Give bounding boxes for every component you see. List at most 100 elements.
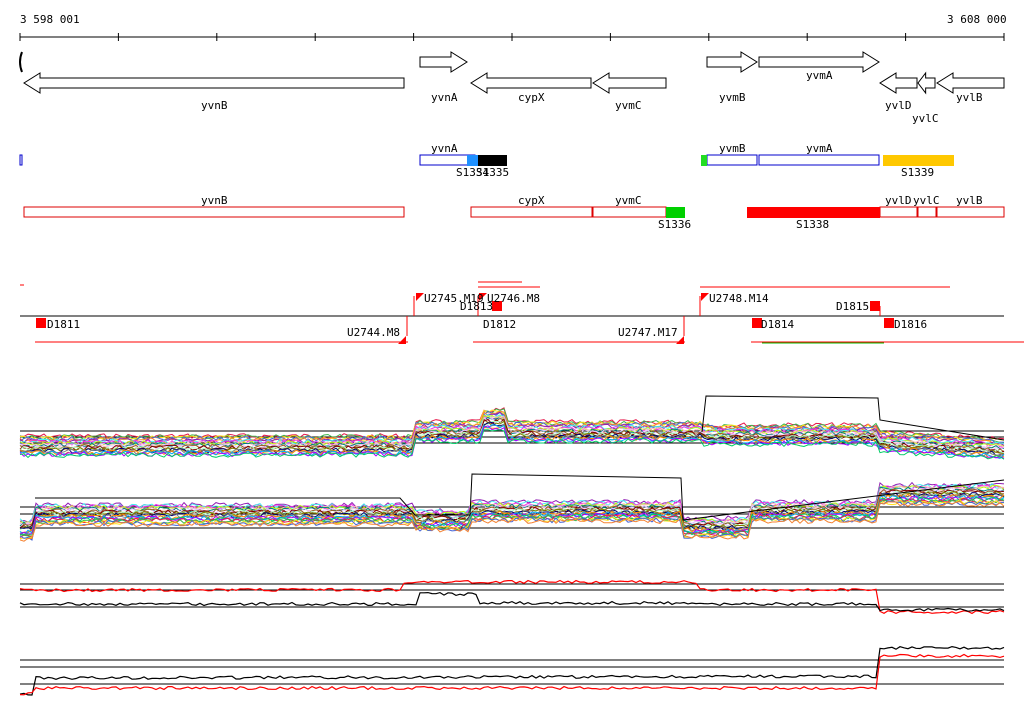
gene-arrow-yvmB: [706, 51, 758, 73]
fwd-block-partial: [19, 154, 23, 166]
profile-outlier-line: [35, 473, 1005, 521]
rev-block-yvlC: [917, 206, 937, 218]
feature-label-U2748[interactable]: U2748.M14: [709, 292, 769, 305]
fwd-block-yvnA: [419, 154, 476, 166]
gene-arrow-yvlB: [936, 72, 1005, 94]
gene-label-yvnA[interactable]: yvnA: [431, 91, 458, 104]
forward-transcript-track: [19, 154, 954, 166]
gene-label-yvnB[interactable]: yvnB: [201, 99, 228, 112]
rev-block-yvlB: [936, 206, 1005, 218]
profile-series-line: [19, 408, 1005, 444]
profile-red-line: [19, 653, 1005, 696]
feature-block: [752, 318, 762, 328]
feature-block: [492, 301, 502, 311]
profile-series-line: [19, 488, 1004, 529]
profile-series-line: [19, 413, 1005, 447]
rev-gene-label-yvmC: yvmC: [615, 194, 642, 207]
feature-label-U2744[interactable]: U2744.M8: [347, 326, 400, 339]
profile-series-line: [19, 421, 1005, 455]
feature-label-D1813[interactable]: D1813: [460, 300, 494, 313]
expression-profile-panel-4: [19, 645, 1005, 696]
feature-label-D1815[interactable]: D1815: [836, 300, 870, 313]
rev-block-yvmC: [592, 206, 667, 218]
gene-arrow-partial: [19, 51, 23, 73]
gene-label-yvlB[interactable]: yvlB: [956, 91, 983, 104]
gene-arrow-cypX: [470, 72, 592, 94]
segment-S1336: [666, 207, 685, 218]
ruler-start-label: 3 598 001: [20, 13, 80, 26]
segment-label-S1334: S1334: [456, 166, 490, 179]
segment-label-S1339: S1339: [901, 166, 935, 179]
gene-label-yvmA[interactable]: yvmA: [806, 69, 833, 82]
coordinate-ruler: [19, 33, 1005, 41]
profile-series-line: [19, 429, 1005, 460]
fwd-block-yvmA: [758, 154, 880, 166]
segment-label-S1336: S1336: [658, 218, 692, 231]
segment-S1335: [478, 155, 507, 166]
feature-label-D1811[interactable]: D1811: [47, 318, 81, 331]
fwd-gene-label-yvmA: yvmA: [806, 142, 833, 155]
fwd-gene-label-yvmB: yvmB: [719, 142, 746, 155]
profile-series-line: [19, 418, 1005, 453]
feature-block: [36, 318, 46, 328]
feature-label-U2745[interactable]: U2745.M19: [424, 292, 484, 305]
gene-arrow-yvnA: [419, 51, 468, 73]
gene-arrow-yvlD: [879, 72, 918, 94]
profile-series-line: [19, 501, 1005, 542]
profile-series-line: [19, 489, 1005, 529]
feature-label-U2746[interactable]: U2746.M8: [487, 292, 540, 305]
feature-marker-track: [20, 281, 1024, 344]
feature-flag-down: [398, 336, 406, 344]
rev-block-yvlD: [879, 206, 918, 218]
segment-S1334: [467, 155, 478, 166]
rev-gene-label-yvnB: yvnB: [201, 194, 228, 207]
profile-series-line: [19, 411, 1005, 445]
gene-label-yvlC[interactable]: yvlC: [912, 112, 939, 125]
gene-annotation-track: [19, 51, 1005, 95]
expression-profile-panel-3: [19, 579, 1005, 615]
profile-outlier-line: [701, 395, 1005, 441]
segment-label-S1335: S1335: [476, 166, 510, 179]
feature-flag-up: [479, 293, 487, 301]
rev-gene-label-yvlB: yvlB: [956, 194, 983, 207]
profile-red-line: [19, 579, 1005, 615]
gene-arrow-yvnB: [23, 72, 405, 94]
profile-series-line: [19, 490, 1005, 531]
segment-S1339: [883, 155, 954, 166]
feature-flag-up: [416, 293, 424, 301]
segment-S1338: [747, 207, 880, 218]
feature-block: [884, 318, 894, 328]
gene-arrow-yvmC: [592, 72, 667, 94]
feature-label-D1814[interactable]: D1814: [761, 318, 795, 331]
feature-flag-down: [676, 336, 684, 344]
rev-gene-label-cypX: cypX: [518, 194, 545, 207]
rev-block-cypX: [470, 206, 593, 218]
gene-label-yvmC[interactable]: yvmC: [615, 99, 642, 112]
gene-arrow-yvlC: [917, 71, 936, 95]
fwd-gene-label-yvnA: yvnA: [431, 142, 458, 155]
gene-arrow-yvmA: [758, 51, 880, 73]
feature-label-D1812[interactable]: D1812: [483, 318, 517, 331]
feature-label-U2747[interactable]: U2747.M17: [618, 326, 678, 339]
expression-profile-panel-2: [19, 473, 1005, 542]
feature-flag-up: [701, 293, 709, 301]
ruler-end-label: 3 608 000: [947, 13, 1007, 26]
expression-profile-panel-1: [19, 395, 1005, 460]
profile-series-line: [19, 410, 1005, 445]
profile-series-line: [19, 417, 1005, 450]
gene-label-yvmB[interactable]: yvmB: [719, 91, 746, 104]
rev-gene-label-yvlC: yvlC: [913, 194, 940, 207]
fwd-marker-green: [701, 155, 707, 166]
profile-black-line: [19, 645, 1005, 696]
fwd-block-yvmB: [706, 154, 758, 166]
feature-label-D1816[interactable]: D1816: [894, 318, 928, 331]
rev-gene-label-yvlD: yvlD: [885, 194, 912, 207]
rev-block-yvnB: [23, 206, 405, 218]
gene-label-cypX[interactable]: cypX: [518, 91, 545, 104]
reverse-transcript-track: [23, 206, 1005, 218]
profile-black-line: [19, 591, 1005, 612]
segment-label-S1338: S1338: [796, 218, 830, 231]
gene-label-yvlD[interactable]: yvlD: [885, 99, 912, 112]
feature-block: [870, 301, 880, 311]
